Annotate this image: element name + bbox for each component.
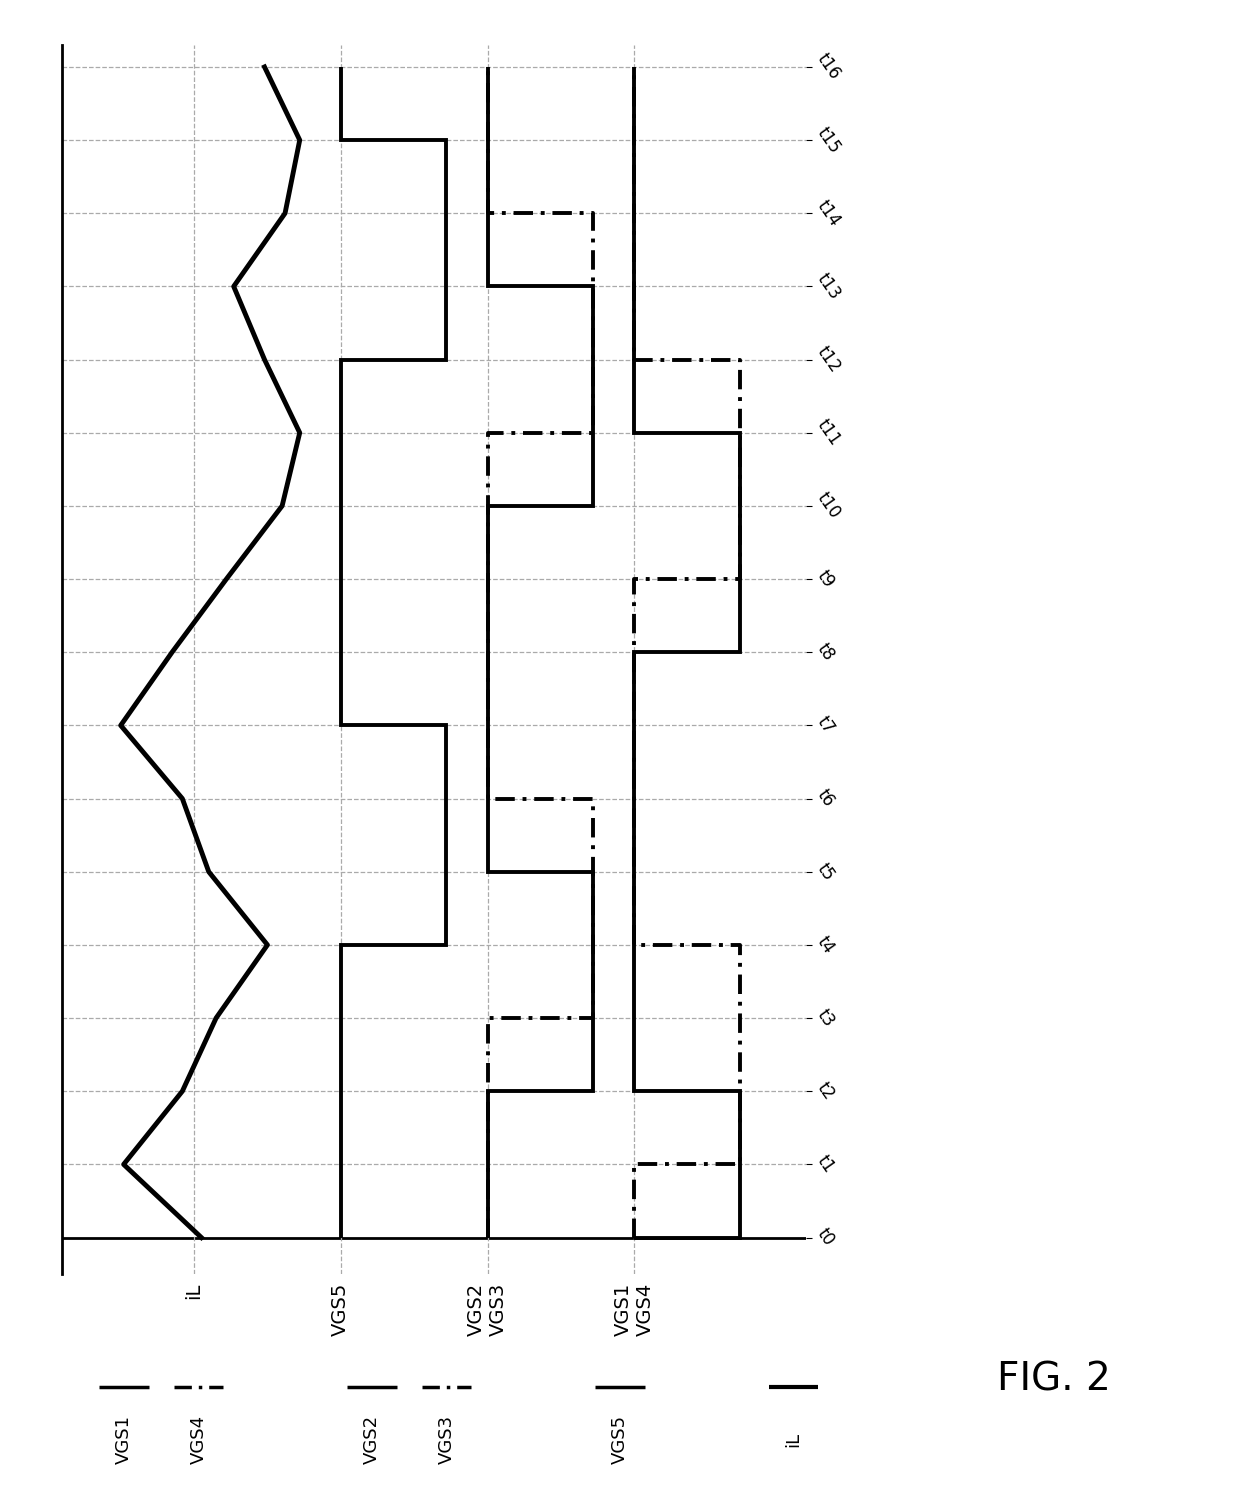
Text: t8: t8 — [813, 640, 838, 664]
Text: t14: t14 — [813, 196, 844, 229]
Text: VGS4: VGS4 — [190, 1415, 207, 1463]
Text: t13: t13 — [813, 270, 844, 303]
Text: t4: t4 — [813, 932, 838, 956]
Text: t16: t16 — [813, 51, 844, 84]
Text: t7: t7 — [813, 714, 838, 738]
Text: t0: t0 — [813, 1226, 838, 1250]
Text: VGS3: VGS3 — [438, 1415, 455, 1463]
Text: iL: iL — [785, 1432, 802, 1447]
Text: VGS1: VGS1 — [115, 1415, 133, 1463]
Text: t12: t12 — [813, 343, 844, 376]
Text: t3: t3 — [813, 1006, 838, 1030]
Text: VGS5: VGS5 — [611, 1415, 629, 1463]
Text: t1: t1 — [813, 1153, 838, 1177]
Text: t5: t5 — [813, 859, 838, 884]
Text: VGS2: VGS2 — [363, 1415, 381, 1463]
Text: t10: t10 — [813, 490, 844, 522]
Text: t15: t15 — [813, 123, 844, 156]
Text: FIG. 2: FIG. 2 — [997, 1360, 1111, 1399]
Text: t2: t2 — [813, 1079, 838, 1103]
Text: t11: t11 — [813, 417, 844, 450]
Text: t9: t9 — [813, 567, 838, 591]
Text: t6: t6 — [813, 787, 838, 811]
